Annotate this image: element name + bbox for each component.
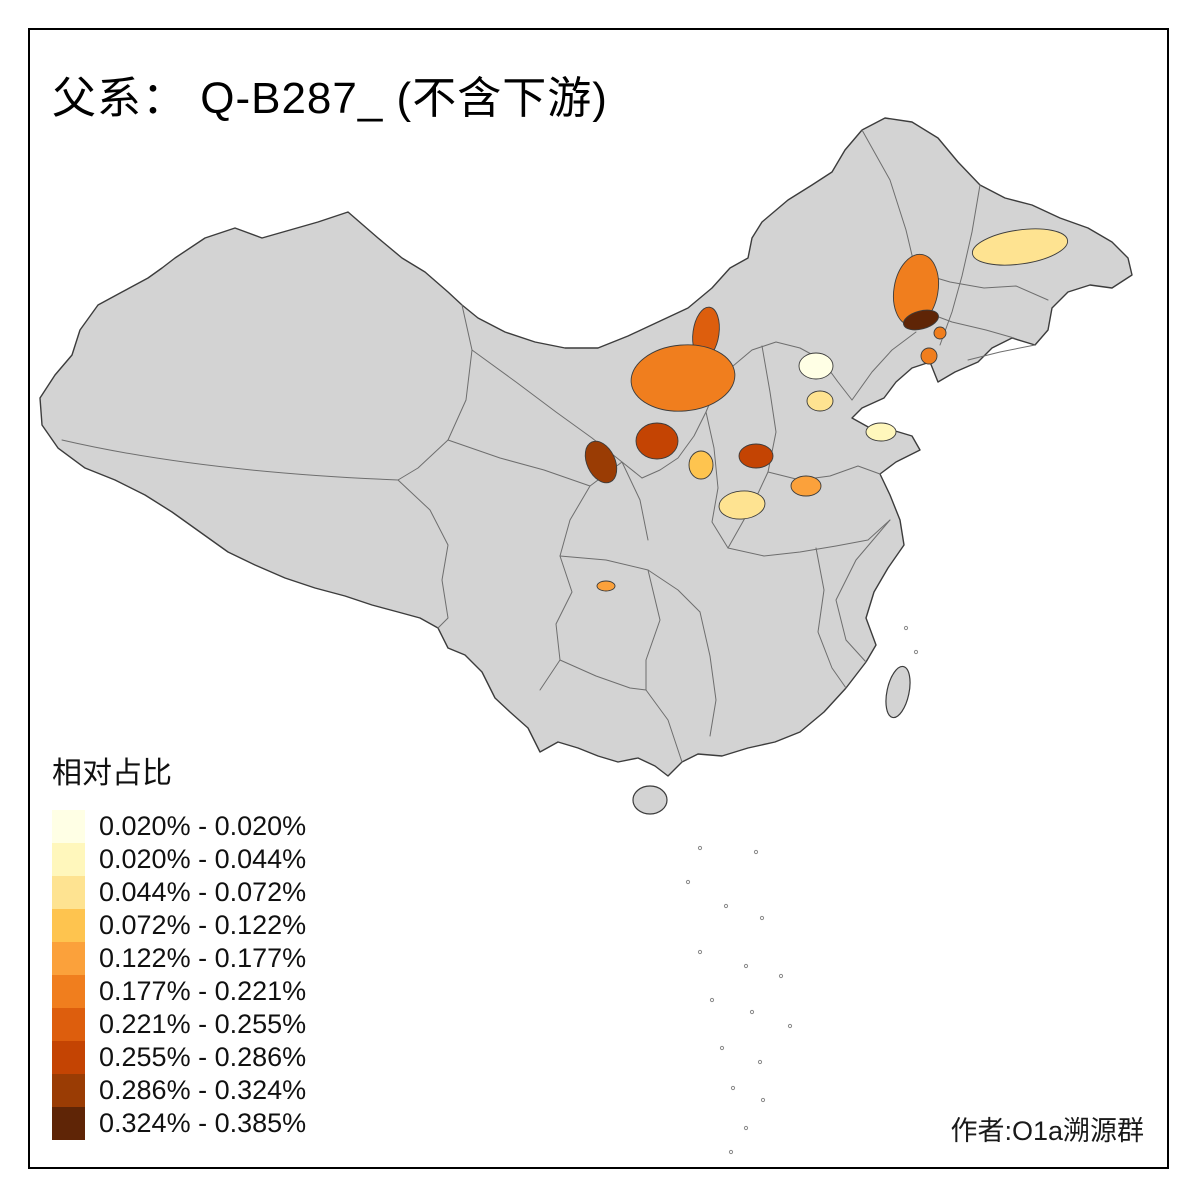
legend-label: 0.221% - 0.255% [99, 1009, 307, 1039]
legend-row: 0.221% - 0.255% [52, 1008, 372, 1041]
region-01 [971, 228, 1069, 266]
islet [728, 1149, 734, 1155]
islet [778, 973, 784, 979]
legend-row: 0.122% - 0.177% [52, 942, 372, 975]
islet [759, 915, 765, 921]
legend-swatch [52, 1074, 85, 1107]
islet [709, 997, 715, 1003]
legend-label: 0.286% - 0.324% [99, 1075, 307, 1105]
region-14 [738, 443, 774, 469]
south-china-sea-islets [685, 625, 919, 1155]
legend-row: 0.044% - 0.072% [52, 876, 372, 909]
islet [730, 1085, 736, 1091]
page-title: 父系： Q-B287_ (不含下游) [52, 74, 608, 123]
region-04 [933, 326, 947, 340]
legend-title: 相对占比 [52, 757, 172, 790]
islet [753, 849, 759, 855]
region-06 [798, 352, 834, 380]
islet [697, 949, 703, 955]
legend-swatch [52, 909, 85, 942]
islet [749, 1009, 755, 1015]
islet [719, 1045, 725, 1051]
legend-row: 0.255% - 0.286% [52, 1041, 372, 1074]
region-10 [865, 422, 897, 442]
legend-label: 0.324% - 0.385% [99, 1108, 307, 1138]
legend-row: 0.177% - 0.221% [52, 975, 372, 1008]
choropleth-regions [584, 228, 1069, 592]
islet [723, 903, 729, 909]
region-12 [584, 440, 618, 484]
legend: 相对占比 0.020% - 0.020% 0.020% - 0.044% 0.044… [52, 748, 372, 1140]
hainan-island-shape [632, 785, 668, 815]
legend-row: 0.020% - 0.044% [52, 843, 372, 876]
legend-row: 0.324% - 0.385% [52, 1107, 372, 1140]
legend-swatch [52, 942, 85, 975]
region-08 [630, 344, 736, 412]
region-03 [903, 309, 939, 331]
islet [903, 625, 909, 631]
region-13 [688, 450, 714, 480]
legend-label: 0.255% - 0.286% [99, 1042, 307, 1072]
islet [787, 1023, 793, 1029]
region-11 [635, 422, 679, 460]
legend-swatch [52, 810, 85, 843]
legend-rows: 0.020% - 0.020% 0.020% - 0.044% 0.044% - 0… [52, 810, 372, 1140]
legend-swatch [52, 975, 85, 1008]
legend-swatch [52, 1008, 85, 1041]
legend-row: 0.020% - 0.020% [52, 810, 372, 843]
legend-label: 0.044% - 0.072% [99, 877, 307, 907]
islet [697, 845, 703, 851]
region-05 [920, 347, 938, 365]
legend-label: 0.177% - 0.221% [99, 976, 307, 1006]
islet [685, 879, 691, 885]
region-17 [596, 580, 616, 592]
legend-row: 0.072% - 0.122% [52, 909, 372, 942]
islet [913, 649, 919, 655]
legend-label: 0.020% - 0.044% [99, 844, 307, 874]
legend-swatch [52, 876, 85, 909]
legend-swatch [52, 1041, 85, 1074]
region-09 [806, 390, 834, 412]
taiwan-island-shape [885, 665, 911, 719]
legend-label: 0.020% - 0.020% [99, 811, 307, 841]
legend-row: 0.286% - 0.324% [52, 1074, 372, 1107]
attribution-text: 作者:O1a溯源群 [950, 1116, 1144, 1146]
islet [743, 1125, 749, 1131]
islet [743, 963, 749, 969]
islet [760, 1097, 766, 1103]
legend-swatch [52, 843, 85, 876]
region-16 [790, 475, 822, 497]
legend-label: 0.072% - 0.122% [99, 910, 307, 940]
legend-label: 0.122% - 0.177% [99, 943, 307, 973]
china-mainland-shape [39, 117, 1133, 777]
region-15 [718, 490, 766, 520]
legend-swatch [52, 1107, 85, 1140]
islet [757, 1059, 763, 1065]
